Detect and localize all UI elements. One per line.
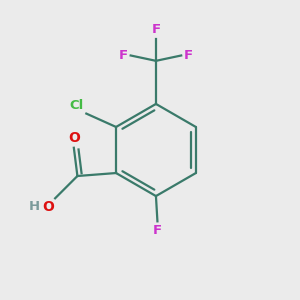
Text: Cl: Cl xyxy=(70,99,84,112)
Text: H: H xyxy=(28,200,40,213)
Text: F: F xyxy=(184,49,193,62)
Text: O: O xyxy=(68,131,80,145)
Text: F: F xyxy=(119,49,128,62)
Text: O: O xyxy=(43,200,55,214)
Text: F: F xyxy=(152,23,160,36)
Text: F: F xyxy=(153,224,162,237)
